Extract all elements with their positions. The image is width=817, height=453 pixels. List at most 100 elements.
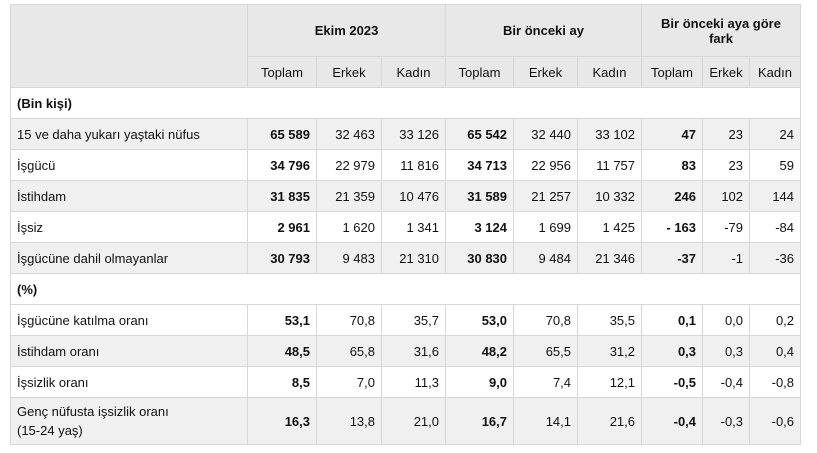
value-cell: 7,4	[513, 366, 579, 398]
value-cell: -1	[702, 242, 751, 274]
value-cell: 32 463	[316, 118, 382, 150]
row-label: İşgücüne katılma oranı	[10, 304, 248, 336]
value-cell: 48,2	[445, 335, 515, 367]
value-cell: 16,3	[247, 397, 317, 445]
row-label: İstihdam	[10, 180, 248, 212]
header-blank-cell	[10, 4, 248, 88]
value-cell: 7,0	[316, 366, 382, 398]
value-cell: 10 476	[380, 180, 447, 212]
value-cell: 31 589	[445, 180, 515, 212]
value-cell: 22 956	[513, 149, 579, 181]
row-label: Genç nüfusta işsizlik oranı (15-24 yaş)	[10, 397, 248, 445]
value-cell: -36	[749, 242, 802, 274]
subheader-cell: Kadın	[380, 56, 447, 88]
value-cell: 23	[702, 118, 751, 150]
value-cell: 53,1	[247, 304, 317, 336]
value-cell: 21 310	[380, 242, 447, 274]
value-cell: -0,4	[641, 397, 704, 445]
value-cell: 21 346	[577, 242, 643, 274]
row-label-text: İşgücüne dahil olmayanlar	[17, 250, 169, 266]
header-group-previous: Bir önceki ay	[445, 4, 643, 57]
value-cell: 1 620	[316, 211, 382, 243]
row-label-text: İşgücüne katılma oranı	[17, 312, 149, 328]
value-cell: 59	[749, 149, 802, 181]
table-row: İşgücü 34 796 22 979 11 816 34 713 22 956 11 7…	[10, 149, 802, 181]
value-cell: 21 257	[513, 180, 579, 212]
table-row: İşsizlik oranı 8,5 7,0 11,3 9,0 7,4 12,1 -0,5 -0…	[10, 366, 802, 398]
table-row: 15 ve daha yukarı yaştaki nüfus 65 589 32 …	[10, 118, 802, 150]
section-row: (Bin kişi)	[9, 87, 802, 119]
subheader-cell: Kadın	[749, 56, 802, 88]
value-cell: 0,1	[641, 304, 704, 336]
row-label: 15 ve daha yukarı yaştaki nüfus	[10, 118, 248, 150]
value-cell: 14,1	[513, 397, 579, 445]
table-row: İşgücüne katılma oranı 53,1 70,8 35,7 53,0 70…	[10, 304, 802, 336]
row-label-text: İşsiz	[17, 219, 43, 235]
value-cell: -0,8	[749, 366, 802, 398]
section-label: (Bin kişi)	[9, 87, 802, 119]
value-cell: 24	[749, 118, 802, 150]
row-label-text: İşgücü	[17, 157, 56, 173]
row-label: İşsiz	[10, 211, 248, 243]
value-cell: -37	[641, 242, 704, 274]
subheader-cell: Toplam	[445, 56, 515, 88]
table-row: İşgücüne dahil olmayanlar 30 793 9 483 21 3…	[10, 242, 802, 274]
table-body: (Bin kişi) 15 ve daha yukarı yaştaki nüfu…	[9, 87, 802, 445]
value-cell: -84	[749, 211, 802, 243]
value-cell: 1 699	[513, 211, 579, 243]
value-cell: 9 484	[513, 242, 579, 274]
value-cell: 65,8	[316, 335, 382, 367]
value-cell: 30 830	[445, 242, 515, 274]
value-cell: 48,5	[247, 335, 317, 367]
value-cell: 11 816	[380, 149, 447, 181]
value-cell: 32 440	[513, 118, 579, 150]
row-label: İşgücüne dahil olmayanlar	[10, 242, 248, 274]
value-cell: 11,3	[380, 366, 447, 398]
row-label-text: Genç nüfusta işsizlik oranı	[17, 404, 169, 419]
value-cell: 22 979	[316, 149, 382, 181]
value-cell: 21,6	[577, 397, 643, 445]
subheader-cell: Toplam	[641, 56, 704, 88]
table-header: Ekim 2023 Bir önceki ay Bir önceki aya g…	[10, 4, 802, 88]
table-row: İşsiz 2 961 1 620 1 341 3 124 1 699 1 425- 163…	[10, 211, 802, 243]
section-row: (%)	[9, 273, 802, 305]
subheader-cell: Erkek	[316, 56, 382, 88]
value-cell: 246	[641, 180, 704, 212]
value-cell: 34 796	[247, 149, 317, 181]
table-row: İstihdam oranı 48,5 65,8 31,6 48,2 65,5 31,2 0,…	[10, 335, 802, 367]
header-group-difference: Bir önceki aya göre fark	[641, 4, 802, 57]
value-cell: -0,5	[641, 366, 704, 398]
table-row: Genç nüfusta işsizlik oranı (15-24 yaş) 16…	[10, 397, 802, 445]
value-cell: 65 542	[445, 118, 515, 150]
value-cell: 31,2	[577, 335, 643, 367]
row-label: İşgücü	[10, 149, 248, 181]
value-cell: 102	[702, 180, 751, 212]
value-cell: -79	[702, 211, 751, 243]
value-cell: 53,0	[445, 304, 515, 336]
value-cell: 34 713	[445, 149, 515, 181]
row-label: İstihdam oranı	[10, 335, 248, 367]
row-label-text: İşsizlik oranı	[17, 374, 89, 390]
value-cell: 0,2	[749, 304, 802, 336]
value-cell: 13,8	[316, 397, 382, 445]
value-cell: 21 359	[316, 180, 382, 212]
row-label-text: 15 ve daha yukarı yaştaki nüfus	[17, 126, 200, 142]
value-cell: 70,8	[316, 304, 382, 336]
section-label: (%)	[9, 273, 802, 305]
value-cell: 0,0	[702, 304, 751, 336]
value-cell: 33 126	[380, 118, 447, 150]
labour-force-table: Ekim 2023 Bir önceki ay Bir önceki aya g…	[9, 4, 802, 445]
value-cell: 31,6	[380, 335, 447, 367]
value-cell: 9 483	[316, 242, 382, 274]
value-cell: 23	[702, 149, 751, 181]
value-cell: -0,3	[702, 397, 751, 445]
value-cell: 144	[749, 180, 802, 212]
value-cell: 16,7	[445, 397, 515, 445]
value-cell: 21,0	[380, 397, 447, 445]
value-cell: 0,4	[749, 335, 802, 367]
value-cell: 11 757	[577, 149, 643, 181]
value-cell: 30 793	[247, 242, 317, 274]
value-cell: 10 332	[577, 180, 643, 212]
value-cell: 35,5	[577, 304, 643, 336]
subheader-cell: Erkek	[513, 56, 579, 88]
